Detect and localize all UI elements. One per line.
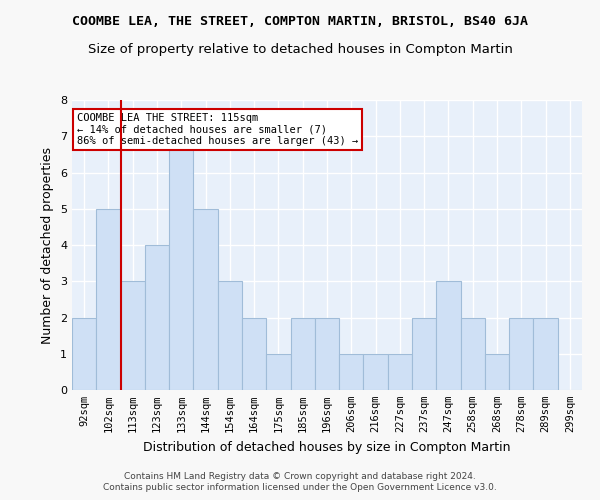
Text: Contains public sector information licensed under the Open Government Licence v3: Contains public sector information licen…: [103, 484, 497, 492]
Bar: [72, 318, 96, 390]
Text: Contains HM Land Registry data © Crown copyright and database right 2024.: Contains HM Land Registry data © Crown c…: [124, 472, 476, 481]
Bar: [509, 318, 533, 390]
Bar: [96, 209, 121, 390]
Y-axis label: Number of detached properties: Number of detached properties: [41, 146, 55, 344]
X-axis label: Distribution of detached houses by size in Compton Martin: Distribution of detached houses by size …: [143, 440, 511, 454]
Bar: [169, 136, 193, 390]
Bar: [339, 354, 364, 390]
Bar: [193, 209, 218, 390]
Text: COOMBE LEA, THE STREET, COMPTON MARTIN, BRISTOL, BS40 6JA: COOMBE LEA, THE STREET, COMPTON MARTIN, …: [72, 15, 528, 28]
Bar: [315, 318, 339, 390]
Bar: [242, 318, 266, 390]
Bar: [121, 281, 145, 390]
Bar: [266, 354, 290, 390]
Bar: [412, 318, 436, 390]
Bar: [290, 318, 315, 390]
Bar: [485, 354, 509, 390]
Text: COOMBE LEA THE STREET: 115sqm
← 14% of detached houses are smaller (7)
86% of se: COOMBE LEA THE STREET: 115sqm ← 14% of d…: [77, 113, 358, 146]
Text: Size of property relative to detached houses in Compton Martin: Size of property relative to detached ho…: [88, 42, 512, 56]
Bar: [461, 318, 485, 390]
Bar: [533, 318, 558, 390]
Bar: [436, 281, 461, 390]
Bar: [218, 281, 242, 390]
Bar: [364, 354, 388, 390]
Bar: [145, 245, 169, 390]
Bar: [388, 354, 412, 390]
